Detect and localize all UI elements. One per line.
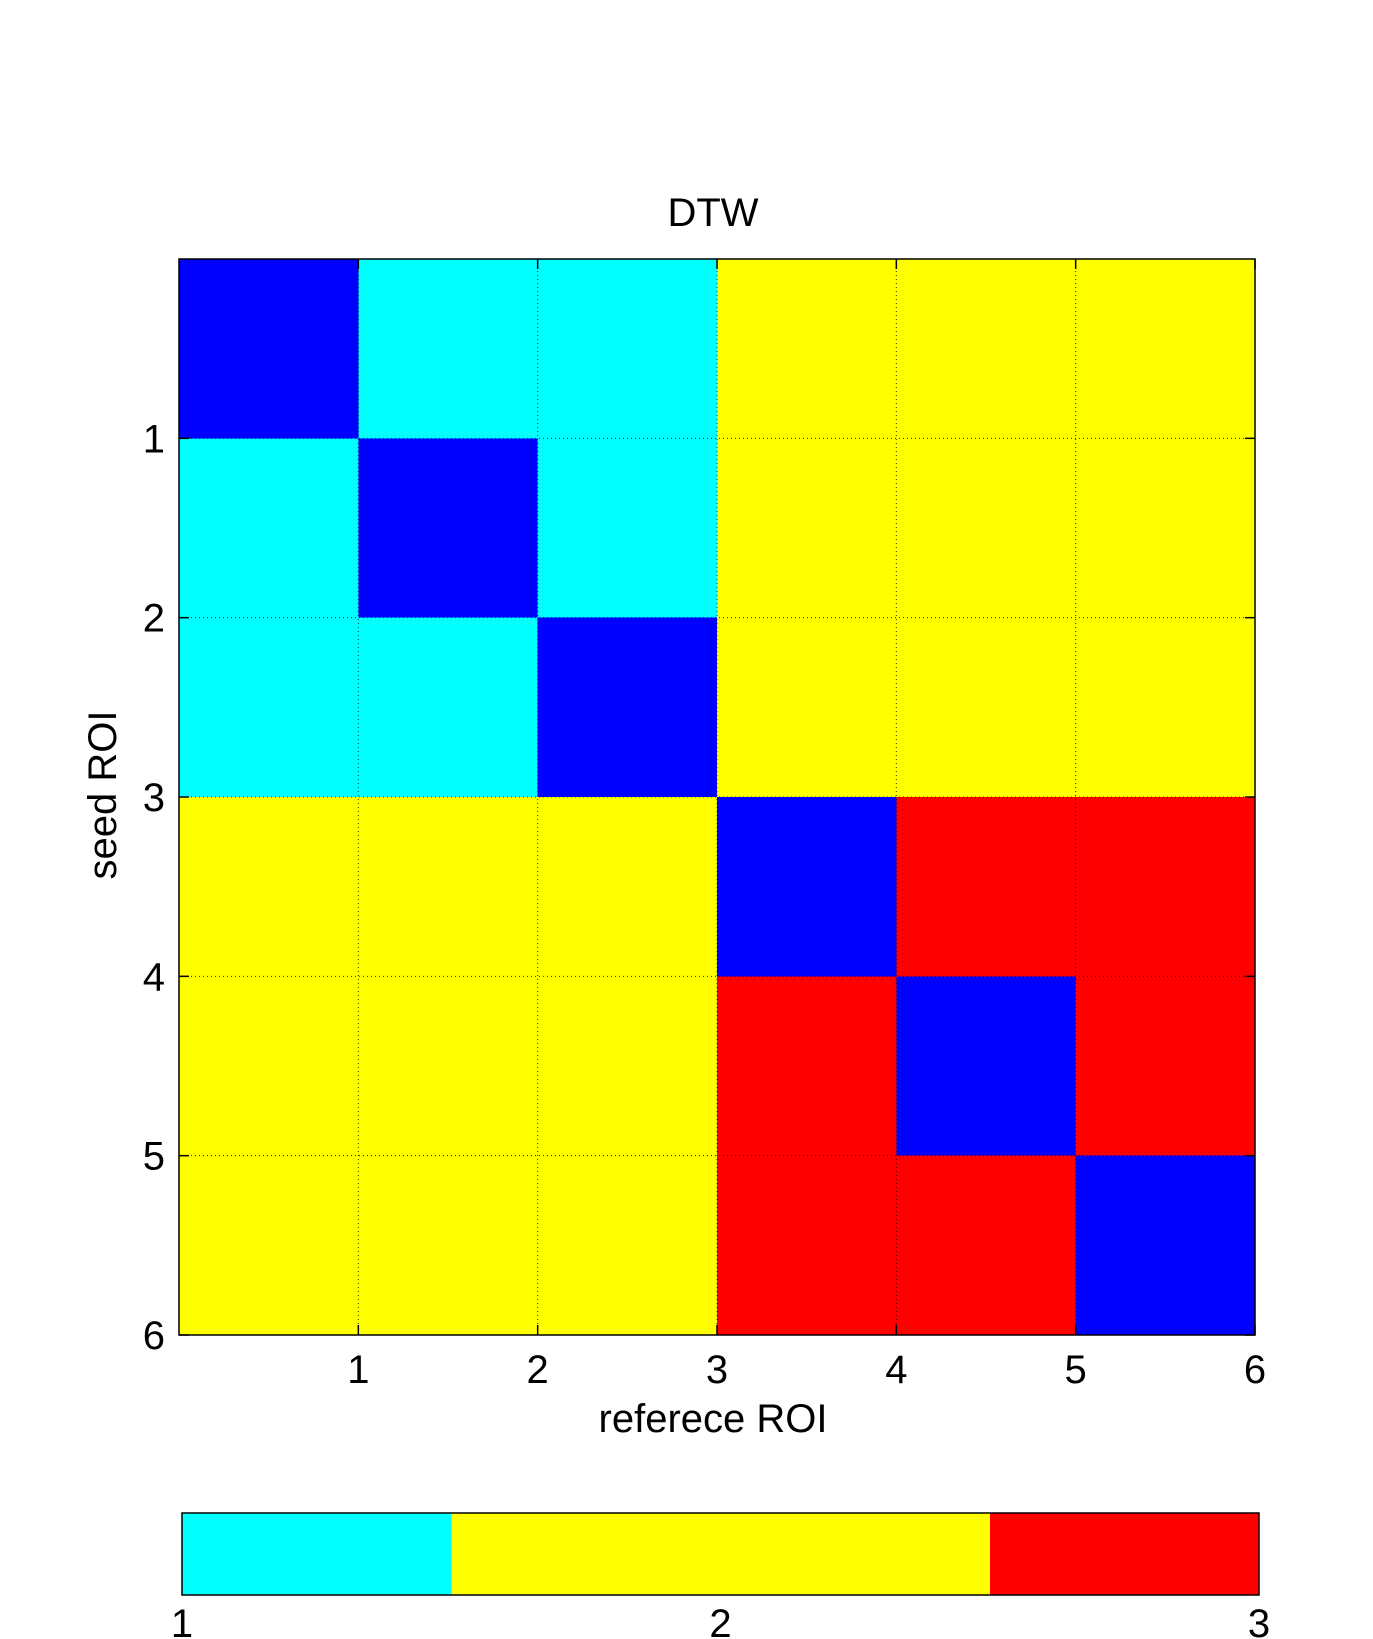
heatmap-cell-r1-c6 <box>1076 259 1255 438</box>
y-tick-label-5: 5 <box>143 1135 165 1179</box>
heatmap-cell-r4-c1 <box>179 797 358 976</box>
x-tick-label-4: 4 <box>885 1348 907 1392</box>
colorbar-tick-label-1: 1 <box>171 1602 193 1639</box>
heatmap-cell-r4-c5 <box>896 797 1075 976</box>
heatmap-cell-r5-c5 <box>896 976 1075 1155</box>
heatmap-cell-r1-c3 <box>538 259 717 438</box>
heatmap-cell-r2-c6 <box>1076 438 1255 617</box>
heatmap-cell-r1-c1 <box>179 259 358 438</box>
colorbar-segment-1 <box>182 1513 451 1595</box>
plot-area <box>179 259 1255 1335</box>
y-tick-label-1: 1 <box>143 417 165 461</box>
y-axis-label: seed ROI <box>81 711 125 880</box>
heatmap-cell-r3-c3 <box>538 618 717 797</box>
heatmap-cell-r2-c1 <box>179 438 358 617</box>
y-tick-label-6: 6 <box>143 1314 165 1358</box>
x-tick-label-1: 1 <box>347 1348 369 1392</box>
heatmap-cell-r4-c3 <box>538 797 717 976</box>
heatmap-cell-r3-c4 <box>717 618 896 797</box>
x-tick-label-5: 5 <box>1065 1348 1087 1392</box>
heatmap-cell-r3-c5 <box>896 618 1075 797</box>
heatmap-cell-r4-c4 <box>717 797 896 976</box>
heatmap-cell-r1-c5 <box>896 259 1075 438</box>
colorbar-segments <box>182 1513 1259 1595</box>
heatmap-cell-r5-c6 <box>1076 976 1255 1155</box>
heatmap-cell-r3-c2 <box>358 618 537 797</box>
heatmap-cell-r2-c2 <box>358 438 537 617</box>
colorbar-segment-3 <box>990 1513 1259 1595</box>
y-tick-label-3: 3 <box>143 776 165 820</box>
heatmap-cell-r3-c1 <box>179 618 358 797</box>
heatmap-cell-r3-c6 <box>1076 618 1255 797</box>
x-tick-label-3: 3 <box>706 1348 728 1392</box>
heatmap-cell-r5-c1 <box>179 976 358 1155</box>
heatmap-cell-r2-c5 <box>896 438 1075 617</box>
heatmap-cell-r1-c2 <box>358 259 537 438</box>
heatmap-cell-r2-c3 <box>538 438 717 617</box>
y-tick-label-4: 4 <box>143 955 165 999</box>
colorbar-segment-2 <box>451 1513 990 1595</box>
x-tick-label-2: 2 <box>527 1348 549 1392</box>
heatmap-cell-r6-c6 <box>1076 1156 1255 1335</box>
x-axis-label: referece ROI <box>599 1397 828 1441</box>
heatmap-cells <box>179 259 1255 1335</box>
y-tick-label-2: 2 <box>143 597 165 641</box>
colorbar-tick-label-3: 3 <box>1248 1602 1270 1639</box>
heatmap-cell-r6-c5 <box>896 1156 1075 1335</box>
heatmap-cell-r6-c2 <box>358 1156 537 1335</box>
heatmap-cell-r2-c4 <box>717 438 896 617</box>
chart-title: DTW <box>667 191 758 235</box>
heatmap-cell-r1-c4 <box>717 259 896 438</box>
heatmap-cell-r5-c3 <box>538 976 717 1155</box>
heatmap-cell-r4-c2 <box>358 797 537 976</box>
heatmap-cell-r4-c6 <box>1076 797 1255 976</box>
heatmap-cell-r6-c4 <box>717 1156 896 1335</box>
heatmap-cell-r6-c3 <box>538 1156 717 1335</box>
heatmap-cell-r6-c1 <box>179 1156 358 1335</box>
heatmap-cell-r5-c4 <box>717 976 896 1155</box>
heatmap-cell-r5-c2 <box>358 976 537 1155</box>
colorbar-tick-label-2: 2 <box>709 1602 731 1639</box>
x-tick-label-6: 6 <box>1244 1348 1266 1392</box>
